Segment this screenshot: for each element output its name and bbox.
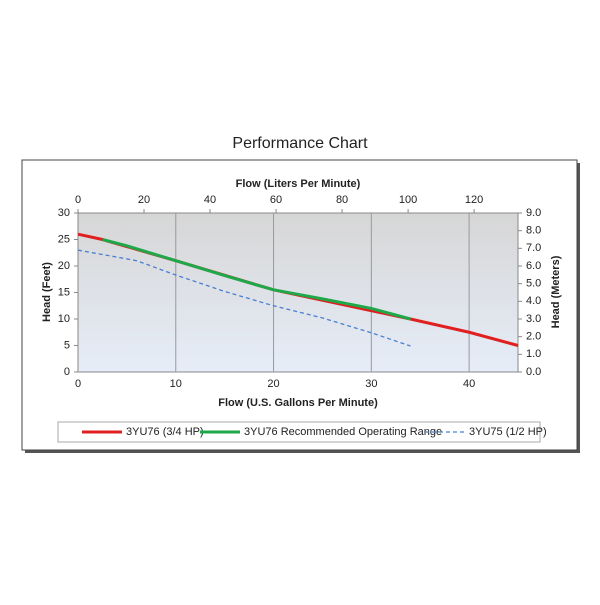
legend-label: 3YU76 (3/4 HP): [126, 426, 204, 438]
y2-tick-label: 0.0: [526, 366, 541, 378]
y2-tick-label: 3.0: [526, 313, 541, 325]
y2-tick-label: 1.0: [526, 348, 541, 360]
legend: [57, 421, 541, 443]
x2-tick-label: 20: [138, 194, 150, 206]
y2-tick-label: 7.0: [526, 242, 541, 254]
y2-tick-label: 5.0: [526, 278, 541, 290]
x-tick-label: 40: [463, 378, 475, 390]
y2-axis-label: Head (Meters): [550, 255, 562, 328]
y2-tick-label: 2.0: [526, 331, 541, 343]
y2-tick-label: 9.0: [526, 207, 541, 219]
x2-tick-label: 60: [270, 194, 282, 206]
y-tick-label: 15: [58, 286, 70, 298]
y2-tick-label: 4.0: [526, 295, 541, 307]
x2-axis-label: Flow (Liters Per Minute): [236, 178, 361, 190]
chart-title: Performance Chart: [232, 135, 368, 152]
x-tick-label: 0: [75, 378, 81, 390]
x-tick-label: 10: [170, 378, 182, 390]
legend-label: 3YU76 Recommended Operating Range: [244, 426, 442, 438]
x2-tick-label: 100: [399, 194, 417, 206]
y2-tick-label: 8.0: [526, 225, 541, 237]
x-tick-label: 30: [365, 378, 377, 390]
y-tick-label: 30: [58, 207, 70, 219]
y-tick-label: 0: [64, 366, 70, 378]
y2-tick-label: 6.0: [526, 260, 541, 272]
y-tick-label: 10: [58, 313, 70, 325]
legend-label: 3YU75 (1/2 HP): [469, 426, 547, 438]
x2-tick-label: 0: [75, 194, 81, 206]
series-line: [102, 238, 411, 321]
y-tick-label: 5: [64, 339, 70, 351]
y-axis-label: Head (Feet): [41, 262, 53, 322]
y-tick-label: 20: [58, 260, 70, 272]
x2-tick-label: 40: [204, 194, 216, 206]
x-axis-label: Flow (U.S. Gallons Per Minute): [218, 397, 378, 409]
x2-tick-label: 80: [336, 194, 348, 206]
x2-tick-label: 120: [465, 194, 483, 206]
x-tick-label: 20: [267, 378, 279, 390]
y-tick-label: 25: [58, 233, 70, 245]
series-line: [77, 249, 411, 347]
plot-area: [77, 212, 519, 373]
